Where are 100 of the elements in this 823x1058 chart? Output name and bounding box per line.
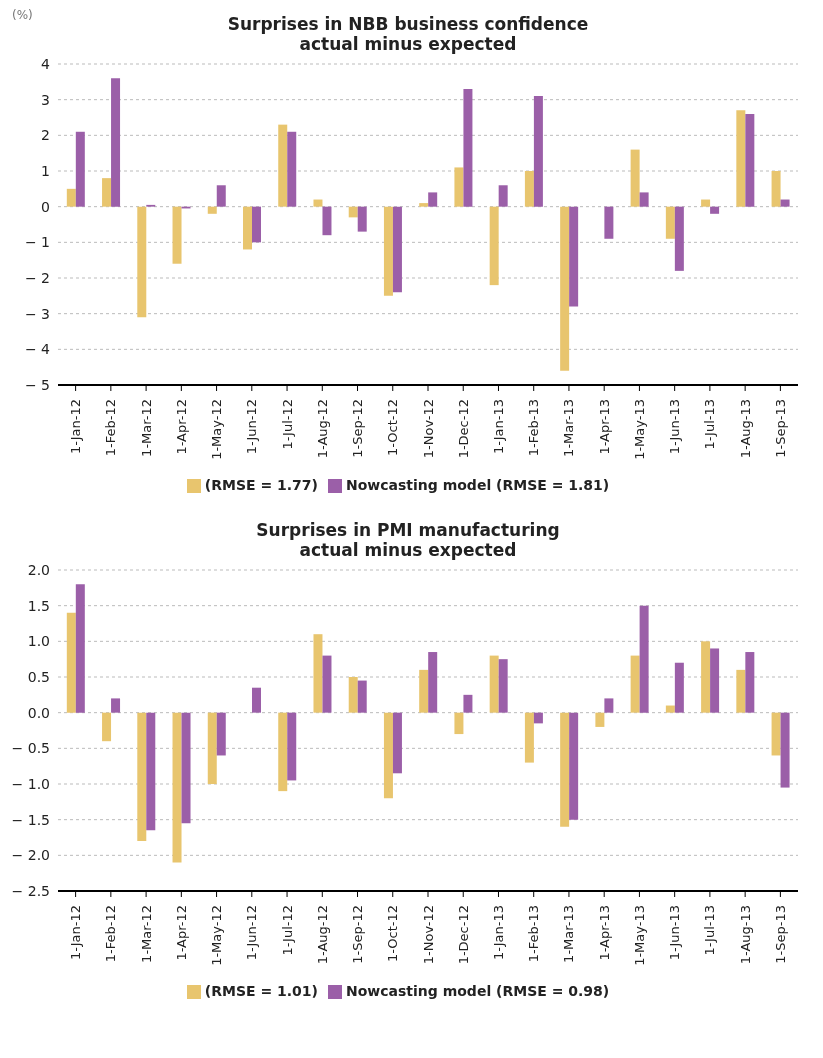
y-tick-label: 1.0 <box>27 633 50 650</box>
bar <box>665 705 675 713</box>
bar <box>498 185 508 207</box>
bar <box>630 149 640 207</box>
x-tick-label: 1-Jan-13 <box>490 399 506 454</box>
x-tick-label: 1-Aug-13 <box>737 399 753 459</box>
bar <box>383 712 393 799</box>
bar <box>524 171 534 207</box>
bar <box>137 206 147 318</box>
bar <box>172 712 182 863</box>
legend-label: (RMSE = 1.01) <box>204 983 318 999</box>
bar <box>736 669 746 713</box>
x-tick-label: 1-Jul-12 <box>279 905 295 956</box>
bar <box>428 192 438 207</box>
x-tick-label: 1-May-13 <box>631 399 647 460</box>
chart-title: Surprises in PMI manufacturing actual minus expected <box>255 519 561 560</box>
bar <box>216 185 226 207</box>
bar <box>710 648 720 713</box>
bar <box>322 655 332 713</box>
bar <box>181 712 191 824</box>
bar <box>102 712 112 742</box>
bar <box>710 206 720 214</box>
chart-title: Surprises in NBB business confidence actual minus expected <box>227 14 589 54</box>
x-tick-label: 1-Nov-12 <box>420 905 436 965</box>
bar <box>66 612 76 713</box>
bar <box>463 694 473 713</box>
bar <box>489 206 499 286</box>
bar <box>348 677 358 713</box>
x-tick-label: 1-Jan-12 <box>68 399 84 454</box>
bar <box>489 655 499 713</box>
bar <box>771 712 781 756</box>
bar <box>137 712 147 842</box>
y-tick-label: − 4 <box>24 341 51 358</box>
y-tick-label: − 2.0 <box>11 847 50 864</box>
y-tick-label: 0.0 <box>27 704 50 721</box>
bar <box>674 662 684 713</box>
x-tick-label: 1-Oct-12 <box>385 905 401 963</box>
bar <box>66 188 76 207</box>
y-tick-label: − 3 <box>24 305 50 322</box>
bar <box>463 88 473 207</box>
bar <box>216 712 226 756</box>
bar <box>454 712 464 735</box>
bar <box>524 712 534 763</box>
x-tick-label: 1-Mar-13 <box>561 399 577 457</box>
x-tick-label: 1-Sep-13 <box>772 905 788 964</box>
y-tick-label: 4 <box>41 55 51 72</box>
x-tick-label: 1-Nov-12 <box>420 399 436 459</box>
legend-label: (RMSE = 1.77) <box>204 477 318 493</box>
bar <box>498 659 508 713</box>
bar <box>639 192 649 207</box>
y-tick-label: − 2 <box>24 269 50 286</box>
bar <box>560 206 570 371</box>
bar <box>780 199 790 207</box>
legend-label: Nowcasting model (RMSE = 0.98) <box>345 983 610 999</box>
x-tick-label: 1-Feb-12 <box>103 905 119 963</box>
x-tick-label: 1-Dec-12 <box>455 399 471 459</box>
y-tick-label: 3 <box>41 91 50 108</box>
x-tick-label: 1-Mar-12 <box>138 905 154 963</box>
bar <box>357 206 367 232</box>
bar <box>392 206 402 293</box>
y-tick-label: 1.5 <box>27 597 50 614</box>
x-tick-label: 1-Aug-12 <box>314 399 330 459</box>
x-tick-label: 1-May-13 <box>631 905 647 966</box>
bar <box>102 178 112 207</box>
bar <box>111 78 121 207</box>
bar <box>383 206 393 296</box>
x-tick-label: 1-Oct-12 <box>385 399 401 457</box>
bar <box>428 652 438 713</box>
legend-label: Nowcasting model (RMSE = 1.81) <box>345 477 610 493</box>
x-tick-label: 1-Jun-12 <box>244 905 260 961</box>
bar <box>392 712 402 774</box>
bar <box>745 113 755 207</box>
bar <box>278 124 288 207</box>
bar <box>419 203 429 207</box>
x-tick-label: 1-Aug-13 <box>737 905 753 965</box>
x-tick-label: 1-Jun-13 <box>667 905 683 961</box>
y-tick-label: − 1 <box>24 234 50 251</box>
bar <box>701 641 711 713</box>
x-tick-label: 1-Apr-12 <box>173 905 189 961</box>
bar <box>287 712 297 781</box>
bar <box>639 605 649 713</box>
x-tick-label: 1-Jul-12 <box>279 399 295 450</box>
y-tick-label: − 1.5 <box>11 811 50 828</box>
bar <box>111 698 121 713</box>
bar <box>146 712 156 831</box>
bar <box>75 131 85 207</box>
x-tick-label: 1-Jun-13 <box>667 399 683 455</box>
bar <box>569 712 579 820</box>
y-tick-label: 0.5 <box>27 668 50 685</box>
bar <box>357 680 367 713</box>
bar <box>287 131 297 207</box>
x-tick-label: 1-Feb-13 <box>526 905 542 963</box>
y-tick-label: 2.0 <box>27 561 50 578</box>
y-axis-title: (%) <box>12 8 33 22</box>
x-tick-label: 1-Feb-12 <box>103 399 119 457</box>
x-tick-label: 1-Jul-13 <box>702 399 718 450</box>
bar <box>665 206 675 239</box>
bar <box>348 206 358 218</box>
bar <box>252 687 261 713</box>
y-tick-label: − 2.5 <box>11 882 50 899</box>
